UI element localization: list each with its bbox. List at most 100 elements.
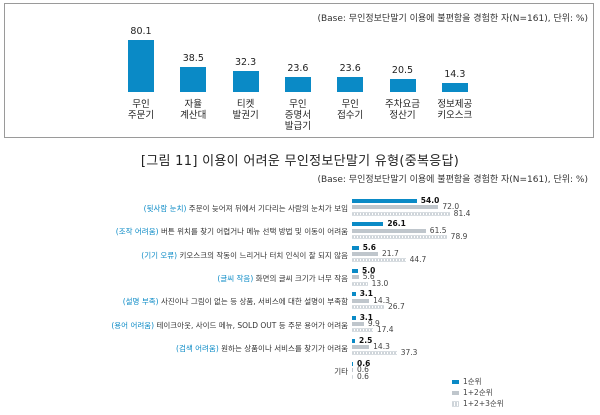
bar-value-label: 23.6: [287, 62, 309, 74]
bar-value-label: 26.1: [387, 219, 406, 229]
bar-series-2: [352, 321, 364, 326]
statement-text: 버튼 위치를 찾기 어렵거나 메뉴 선택 방법 및 이동이 어려움: [160, 227, 348, 237]
bar-value-label: 5.6: [362, 242, 377, 252]
bottom-chart-base-note: (Base: 무인정보단말기 이용에 불편함을 경험한 자(N=161), 단위…: [317, 175, 588, 185]
bar-series-3: [352, 374, 353, 379]
bar-value-label: 38.5: [182, 53, 204, 64]
bar-value-label: 61.5: [429, 225, 447, 235]
statement-tag: (설명 부족): [122, 297, 159, 307]
bar-value-label: 2.5: [359, 335, 373, 345]
category-label: 무인 주문기: [127, 99, 155, 121]
bar-series-2: [352, 228, 426, 233]
bar-value-label: 54.0: [420, 196, 440, 205]
bar: [441, 82, 468, 92]
bar-series-1: [352, 362, 353, 367]
legend-swatch: [452, 379, 459, 384]
top-chart-frame: [4, 3, 594, 138]
bar-value-label: 21.7: [382, 248, 399, 258]
bar-value-label: 72.0: [442, 202, 460, 212]
bar: [180, 67, 207, 92]
statement-text: 화면의 글씨 크기가 너무 작음: [255, 273, 348, 283]
statement-label: (검색 어려움) 원하는 상품이나 서비스를 찾기가 어려움: [176, 343, 348, 354]
bar-series-2: [352, 251, 379, 256]
bar-value-label: 17.4: [376, 325, 394, 335]
bar: [128, 40, 154, 92]
bar-series-3: [352, 211, 450, 216]
legend-item-rank12: 1+2순위: [452, 387, 504, 398]
statement-text: 주문이 늦어져 뒤에서 기다리는 사람의 눈치가 보임: [188, 204, 348, 213]
bar-value-label: 78.9: [450, 231, 468, 241]
statement-tag: (뒷사람 눈치): [143, 204, 187, 213]
bar-series-2: [352, 345, 370, 350]
bar: [284, 76, 311, 92]
bar-series-3: [352, 258, 406, 263]
legend-swatch: [452, 390, 459, 395]
bar: [337, 76, 364, 92]
bar: [232, 71, 259, 92]
bar-value-label: 37.3: [400, 348, 418, 358]
bar-value-label: 5.0: [362, 265, 376, 275]
bar-series-2: [352, 205, 439, 210]
bar-series-1: [352, 338, 355, 343]
legend-label: 1순위: [463, 377, 482, 386]
statement-label: (기기 오류) 키오스크의 작동이 느리거나 터치 인식이 잘 되지 않음: [141, 250, 348, 261]
bar-series-3: [352, 328, 373, 333]
statement-label: (뒷사람 눈치) 주문이 늦어져 뒤에서 기다리는 사람의 눈치가 보임: [144, 203, 348, 214]
legend-swatch: [452, 400, 459, 407]
statement-tag: (용어 어려움): [111, 320, 155, 330]
bar-series-1: [352, 268, 358, 273]
bar-series-2: [352, 298, 370, 303]
bar-value-label: 14.3: [444, 68, 466, 80]
category-label: 자율 계산대: [180, 99, 207, 121]
statement-text: 키오스크의 작동이 느리거나 터치 인식이 잘 되지 않음: [179, 250, 349, 260]
bar-value-label: 32.3: [235, 57, 257, 69]
bar-value-label: 80.1: [130, 26, 152, 37]
bar-value-label: 0.6: [357, 365, 369, 375]
category-label: 주차요금 정산기: [385, 99, 420, 121]
statement-label: 기타: [334, 366, 348, 377]
bar-series-2: [352, 275, 359, 280]
statement-text: 기타: [334, 367, 348, 377]
statement-tag: (기기 오류): [141, 250, 178, 260]
legend-item-rank123: 1+2+3순위: [452, 398, 504, 409]
statement-text: 사진이나 그림이 없는 등 상품, 서비스에 대한 설명이 부족함: [160, 297, 348, 307]
bar-series-2: [352, 368, 353, 373]
statement-tag: (검색 어려움): [176, 343, 219, 353]
legend-label: 1+2+3순위: [463, 399, 504, 408]
statement-label: (설명 부족) 사진이나 그림이 없는 등 상품, 서비스에 대한 설명이 부족…: [123, 296, 348, 307]
legend: 1순위 1+2순위 1+2+3순위: [452, 376, 504, 409]
top-chart-base-note: (Base: 무인정보단말기 이용에 불편함을 경험한 자(N=161), 단위…: [317, 14, 588, 24]
bar-value-label: 13.0: [371, 278, 389, 288]
statement-text: 원하는 상품이나 서비스를 찾기가 어려움: [221, 343, 348, 353]
bar-value-label: 14.3: [373, 342, 390, 352]
bar-value-label: 3.1: [359, 312, 374, 322]
bar-series-1: [352, 315, 356, 320]
bar-series-1: [352, 245, 359, 250]
figure-title: [그림 11] 이용이 어려운 무인정보단말기 유형(중복응답): [140, 154, 460, 169]
statement-label: (용어 어려움) 테이크아웃, 사이드 메뉴, SOLD OUT 등 주문 용어…: [111, 320, 348, 331]
bar-value-label: 9.9: [367, 318, 380, 328]
bar-series-3: [352, 351, 397, 356]
bar: [389, 78, 416, 92]
bar-series-1: [352, 292, 356, 297]
bar-value-label: 26.7: [388, 301, 405, 311]
bar-value-label: 14.3: [373, 295, 390, 305]
bar-series-3: [352, 281, 368, 286]
category-label: 무인 증명서 발급기: [284, 99, 311, 132]
statement-label: (글씨 작음) 화면의 글씨 크기가 너무 작음: [217, 273, 348, 284]
bar-value-label: 20.5: [391, 64, 414, 76]
category-label: 정보제공 키오스크: [437, 99, 473, 121]
bar-value-label: 0.6: [357, 371, 369, 381]
bar-value-label: 3.1: [359, 289, 374, 299]
bar-value-label: 5.6: [362, 272, 375, 282]
statement-tag: (글씨 작음): [217, 273, 254, 283]
bar-series-3: [352, 304, 385, 309]
statement-text: 테이크아웃, 사이드 메뉴, SOLD OUT 등 주문 용어가 어려움: [156, 320, 348, 330]
bar-value-label: 0.6: [357, 359, 371, 369]
category-label: 무인 접수기: [337, 99, 364, 121]
category-label: 티켓 발권기: [232, 99, 259, 121]
statement-label: (조작 어려움) 버튼 위치를 찾기 어렵거나 메뉴 선택 방법 및 이동이 어…: [116, 226, 348, 237]
bar-series-3: [352, 234, 447, 239]
bar-series-1: [352, 222, 384, 227]
legend-item-rank1: 1순위: [452, 376, 504, 387]
